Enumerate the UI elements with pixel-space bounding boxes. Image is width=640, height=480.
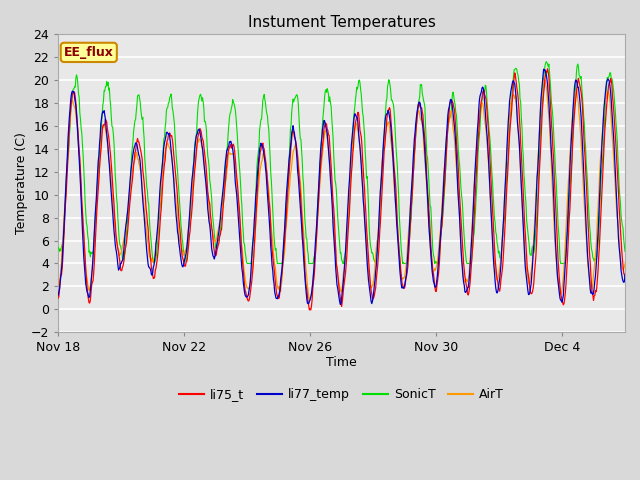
Title: Instument Temperatures: Instument Temperatures [248, 15, 436, 30]
Y-axis label: Temperature (C): Temperature (C) [15, 132, 28, 234]
Legend: li75_t, li77_temp, SonicT, AirT: li75_t, li77_temp, SonicT, AirT [174, 384, 509, 406]
X-axis label: Time: Time [326, 356, 357, 369]
Text: EE_flux: EE_flux [64, 46, 114, 59]
